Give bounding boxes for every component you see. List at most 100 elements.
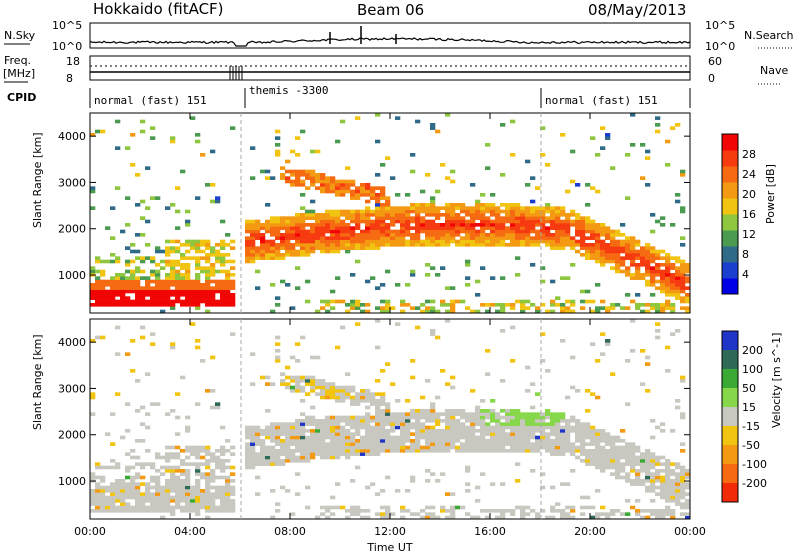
power-cell xyxy=(410,203,416,207)
velocity-cell xyxy=(555,429,561,433)
velocity-cell xyxy=(190,489,196,493)
power-cell xyxy=(265,176,271,180)
power-cell xyxy=(260,239,266,244)
power-cell xyxy=(370,223,376,227)
power-cell xyxy=(450,179,456,184)
velocity-cell xyxy=(535,435,541,440)
velocity-ylabel: Slant Range [km] xyxy=(31,334,44,430)
velocity-cell xyxy=(530,405,536,410)
power-cell xyxy=(90,269,96,274)
power-cell xyxy=(495,233,501,237)
velocity-cell xyxy=(590,462,596,466)
power-cell xyxy=(565,189,571,194)
power-cell xyxy=(275,246,281,250)
power-cell xyxy=(450,203,456,207)
velocity-cell xyxy=(215,475,221,480)
power-cell xyxy=(540,226,546,230)
power-cell xyxy=(260,249,266,254)
velocity-cell xyxy=(140,462,146,466)
velocity-cell xyxy=(175,445,181,450)
power-cell xyxy=(105,303,111,307)
power-cell xyxy=(175,283,181,287)
velocity-cell xyxy=(300,379,306,383)
power-cell xyxy=(645,279,651,284)
power-cell xyxy=(555,236,561,240)
power-cell xyxy=(365,243,371,247)
velocity-cell xyxy=(590,459,596,463)
velocity-cell xyxy=(270,459,276,463)
power-cell xyxy=(525,236,531,240)
power-cell xyxy=(275,243,281,247)
power-cell xyxy=(320,219,326,224)
velocity-cell xyxy=(100,335,106,340)
power-cell xyxy=(555,223,561,227)
velocity-cell xyxy=(675,479,681,483)
velocity-cell xyxy=(135,505,141,510)
velocity-cell xyxy=(405,445,411,450)
velocity-cell xyxy=(400,449,406,453)
velocity-cell xyxy=(560,425,566,430)
power-cell xyxy=(210,279,216,284)
power-cell xyxy=(105,226,111,230)
power-cell xyxy=(375,186,381,190)
velocity-cell xyxy=(365,452,371,456)
power-cell xyxy=(160,299,166,304)
velocity-cell xyxy=(550,445,556,450)
velocity-cell xyxy=(545,409,551,413)
power-cell xyxy=(385,213,391,217)
velocity-cell xyxy=(315,429,321,433)
power-cell xyxy=(630,243,636,247)
power-cell xyxy=(350,226,356,230)
velocity-cell xyxy=(455,432,461,436)
power-cell xyxy=(185,243,191,247)
power-cell xyxy=(635,269,641,274)
power-cell xyxy=(395,233,401,237)
power-cell xyxy=(450,299,456,304)
velocity-cell xyxy=(300,399,306,403)
velocity-cell xyxy=(300,412,306,416)
power-cell xyxy=(360,189,366,194)
power-cell xyxy=(420,309,426,314)
power-cell xyxy=(425,233,431,237)
power-cell xyxy=(220,259,226,264)
velocity-cell xyxy=(450,432,456,436)
velocity-cell xyxy=(525,425,531,430)
velocity-cell xyxy=(300,445,306,450)
velocity-cell xyxy=(595,445,601,450)
velocity-cell xyxy=(425,419,431,423)
power-cell xyxy=(320,213,326,217)
velocity-cell xyxy=(175,505,181,510)
velocity-cell xyxy=(535,515,541,520)
power-colorbar-swatch xyxy=(722,182,738,199)
velocity-cell xyxy=(100,465,106,470)
velocity-cell xyxy=(400,432,406,436)
velocity-cell xyxy=(115,509,121,513)
velocity-cell xyxy=(295,472,301,476)
velocity-cell xyxy=(420,395,426,400)
velocity-cell xyxy=(410,375,416,380)
power-cell xyxy=(680,206,686,210)
velocity-cell xyxy=(620,462,626,466)
power-cell xyxy=(330,176,336,180)
velocity-cell xyxy=(325,452,331,456)
velocity-cell xyxy=(380,449,386,453)
power-cell xyxy=(95,303,101,307)
power-cell xyxy=(565,276,571,280)
power-cell xyxy=(570,223,576,227)
power-cell xyxy=(340,119,346,124)
velocity-cell xyxy=(305,375,311,380)
velocity-cell xyxy=(140,492,146,496)
power-cell xyxy=(125,289,131,294)
velocity-cell xyxy=(665,499,671,503)
power-cell xyxy=(265,249,271,254)
velocity-cell xyxy=(245,429,251,433)
freq-panel: Freq. [MHz] 18 8 60 0 Nave xyxy=(3,54,788,85)
velocity-cell xyxy=(440,432,446,436)
velocity-cell xyxy=(565,425,571,430)
power-cell xyxy=(285,179,291,184)
velocity-cell xyxy=(280,425,286,430)
velocity-cell xyxy=(380,489,386,493)
velocity-cell xyxy=(635,449,641,453)
velocity-cell xyxy=(545,425,551,430)
velocity-cell xyxy=(135,439,141,443)
